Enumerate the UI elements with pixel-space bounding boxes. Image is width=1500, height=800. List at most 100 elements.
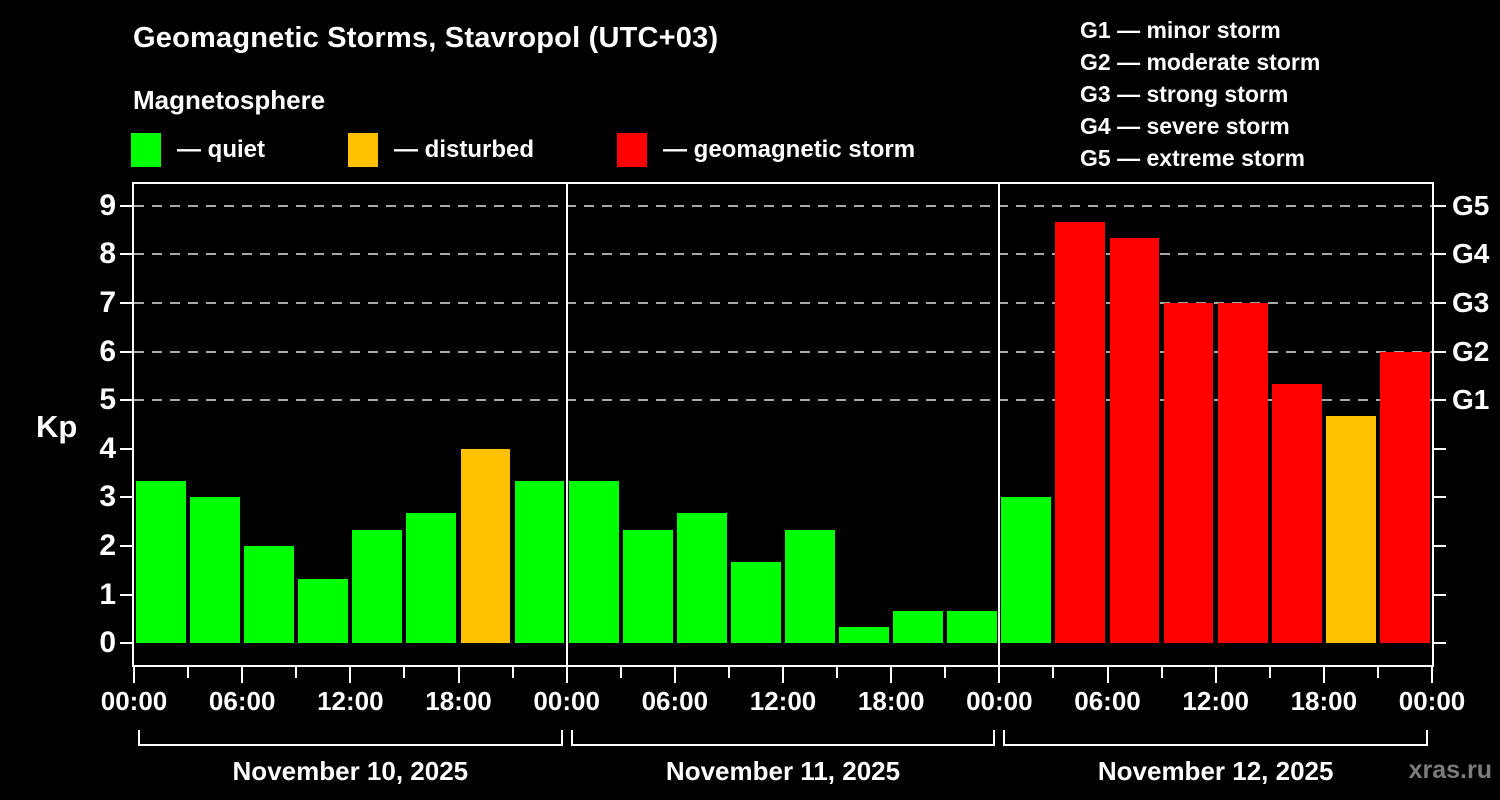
x-axis-tick [782,667,784,683]
kp-bar [730,562,781,644]
x-tick-label: 12:00 [1182,686,1249,716]
storm-scale-row-g3: G3 — strong storm [1080,81,1289,107]
x-axis-tick [511,667,514,678]
date-bracket-end [570,730,573,746]
kp-bar [190,497,240,644]
y-axis-title: Kp [36,409,78,444]
y-axis-tick [120,593,132,596]
legend-item-quiet: — quiet [131,132,265,168]
y-axis-tick [120,204,132,207]
x-tick-label: 18:00 [1290,686,1358,716]
y-tick-label: 0 [99,626,116,660]
date-bracket-end [560,730,563,746]
kp-bar [568,481,619,644]
kp-bar [1271,384,1322,644]
kp-bar [352,529,403,644]
y-tick-label: 2 [99,528,116,562]
x-axis-tick [836,667,839,678]
legend-item-storm: — geomagnetic storm [617,132,915,168]
date-bracket [138,744,563,746]
y-tick-label: 7 [99,286,116,320]
quiet-color-swatch [131,133,161,167]
x-axis-tick [241,667,244,683]
x-axis-tick [1431,667,1433,683]
x-axis-tick [673,667,676,683]
y-tick-label: 5 [99,383,116,417]
kp-bar [136,481,186,644]
x-tick-label: 06:00 [208,686,276,716]
legend-label-storm: — geomagnetic storm [663,136,916,163]
g-level-label-g2: G2 [1452,335,1490,367]
storm-color-swatch [617,133,647,167]
kp-bar [947,610,998,644]
gridline-kp6 [134,350,1432,353]
y-axis-tick [120,544,132,547]
gridline-kp9 [134,204,1432,207]
x-axis-tick [619,667,622,678]
date-bracket-end [138,730,140,746]
x-tick-label: 06:00 [1074,686,1141,716]
y-tick-label: 4 [99,431,116,465]
x-tick-label: 12:00 [749,686,817,716]
x-axis-tick [1214,667,1217,683]
date-bracket [570,744,996,746]
y-axis-tick [120,253,132,256]
y-tick-label: 8 [99,237,116,271]
storm-scale-legend: G1 — minor storm G2 — moderate storm G3 … [1080,14,1320,174]
kp-bar [244,545,295,644]
kp-bar [1379,351,1430,644]
kp-bar [622,529,673,644]
x-tick-label: 00:00 [100,686,168,716]
right-axis-tick [1434,204,1446,207]
kp-bar [676,513,727,644]
kp-bar [298,578,349,644]
kp-bar [1055,221,1106,644]
legend-label-quiet: — quiet [177,136,265,163]
x-axis-tick [133,667,135,683]
x-axis-tick [727,667,730,678]
y-axis-tick [120,496,132,499]
date-bracket-end [1003,730,1006,746]
y-tick-label: 3 [99,480,116,514]
storm-scale-row-g5: G5 — extreme storm [1080,145,1305,171]
x-axis-tick [998,667,1001,683]
x-axis-tick [457,667,460,683]
day-separator [565,184,568,665]
date-bracket-end [1426,730,1428,746]
right-axis-tick [1434,399,1446,402]
right-axis-tick [1434,302,1446,305]
right-axis-tick [1434,350,1446,353]
x-tick-label: 00:00 [533,686,600,716]
right-axis-tick [1434,447,1446,450]
y-tick-label: 6 [99,334,116,368]
kp-bar [1109,238,1160,644]
y-axis-tick [120,642,132,645]
kp-bar [460,448,511,644]
x-tick-label: 00:00 [1398,686,1466,716]
y-axis-tick [120,447,132,450]
x-axis-tick [1052,667,1055,678]
y-tick-label: 1 [99,577,116,611]
kp-bar [406,513,457,644]
gridline-kp5 [134,399,1432,402]
x-tick-label: 06:00 [641,686,709,716]
kp-bar [1217,303,1268,644]
g-level-label-g4: G4 [1452,238,1490,270]
x-axis-tick [1376,667,1379,678]
kp-bar [1325,416,1376,644]
right-axis-tick [1434,593,1446,596]
disturbed-color-swatch [348,133,378,167]
x-axis-tick [295,667,298,678]
kp-bar [514,481,565,644]
g-level-label-g3: G3 [1452,287,1490,319]
x-axis-tick [1268,667,1271,678]
x-axis-tick [187,667,190,678]
x-axis-tick [565,667,568,683]
x-axis-tick [1106,667,1109,683]
kp-bar [785,529,835,644]
x-tick-label: 18:00 [857,686,925,716]
y-axis-tick [120,399,132,402]
x-axis-tick [1322,667,1325,683]
kp-bar [1163,303,1214,644]
g-level-label-g5: G5 [1452,189,1490,221]
